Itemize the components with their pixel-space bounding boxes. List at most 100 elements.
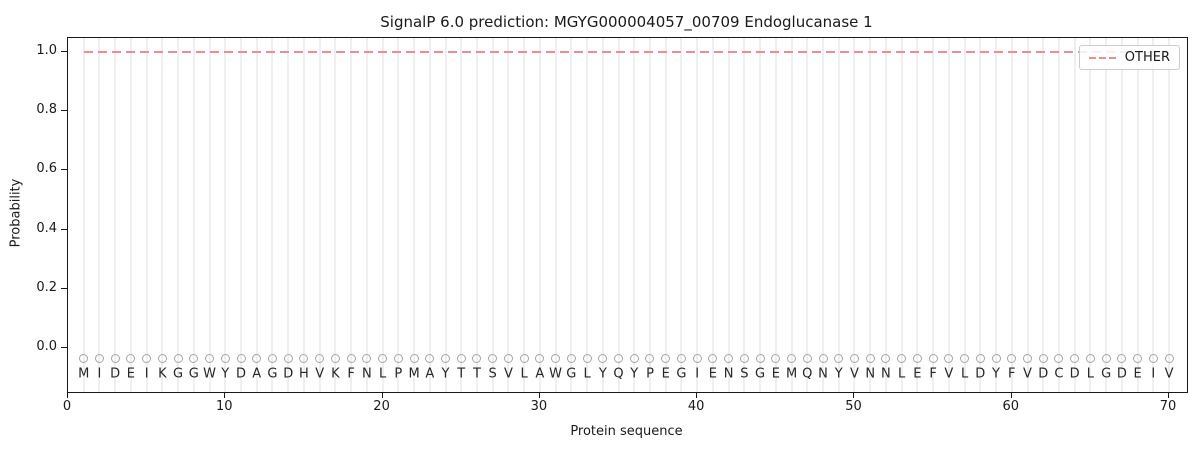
residue-letter: G: [676, 366, 687, 382]
residue-marker-circle: [975, 353, 985, 363]
x-tick-label: 10: [216, 399, 233, 414]
residue-gridline: [822, 38, 825, 392]
residue-letter: M: [78, 366, 90, 382]
x-axis-label: Protein sequence: [570, 424, 683, 439]
residue-gridline: [884, 38, 887, 392]
residue-marker-circle: [157, 353, 167, 363]
residue-letter: D: [283, 366, 294, 382]
residue-letter: G: [566, 366, 577, 382]
residue-marker-circle: [582, 353, 592, 363]
residue-marker-circle: [991, 353, 1001, 363]
residue-marker-circle: [1133, 353, 1143, 363]
residue-letter: V: [503, 366, 513, 382]
plot-title: SignalP 6.0 prediction: MGYG000004057_00…: [380, 13, 873, 31]
residue-gridline: [853, 38, 856, 392]
residue-letter: N: [818, 366, 828, 382]
residue-gridline: [1073, 38, 1076, 392]
residue-marker-circle: [315, 353, 325, 363]
residue-marker-circle: [236, 353, 246, 363]
x-tick-mark: [381, 392, 383, 398]
residue-letter: T: [472, 366, 481, 382]
residue-letter: L: [583, 366, 591, 382]
residue-gridline: [586, 38, 589, 392]
residue-marker-circle: [708, 353, 718, 363]
residue-gridline: [271, 38, 274, 392]
residue-marker-circle: [110, 353, 120, 363]
residue-marker-circle: [409, 353, 419, 363]
residue-gridline: [255, 38, 258, 392]
y-tick-label: 0.6: [36, 161, 57, 177]
residue-marker-circle: [283, 353, 293, 363]
residue-marker-circle: [1070, 353, 1080, 363]
residue-gridline: [114, 38, 117, 392]
y-tick-mark: [61, 110, 67, 112]
y-tick-mark: [61, 228, 67, 230]
residue-marker-circle: [1054, 353, 1064, 363]
residue-gridline: [947, 38, 950, 392]
residue-marker-circle: [362, 353, 372, 363]
residue-marker-circle: [645, 353, 655, 363]
y-tick-label: 0.2: [36, 279, 57, 295]
residue-marker-circle: [1007, 353, 1017, 363]
residue-marker-circle: [142, 353, 152, 363]
residue-letter: N: [865, 366, 876, 382]
residue-letter: Y: [441, 366, 450, 382]
residue-gridline: [523, 38, 526, 392]
residue-gridline: [318, 38, 321, 392]
residue-gridline: [1010, 38, 1013, 392]
residue-gridline: [413, 38, 416, 392]
residue-marker-circle: [928, 353, 938, 363]
residue-marker-circle: [1117, 353, 1127, 363]
residue-letter: M: [408, 366, 420, 382]
residue-gridline: [82, 38, 85, 392]
y-tick-mark: [61, 50, 67, 52]
legend: OTHER: [1078, 45, 1180, 70]
residue-gridline: [979, 38, 982, 392]
residue-gridline: [224, 38, 227, 392]
residue-gridline: [98, 38, 101, 392]
residue-letter: S: [488, 366, 497, 382]
residue-letter: K: [158, 366, 167, 382]
residue-gridline: [554, 38, 557, 392]
residue-marker-circle: [739, 353, 749, 363]
residue-marker-circle: [1101, 353, 1111, 363]
residue-marker-circle: [787, 353, 797, 363]
residue-letter: P: [646, 366, 654, 382]
residue-letter: G: [173, 366, 184, 382]
residue-marker-circle: [1023, 353, 1032, 363]
residue-letter: C: [1054, 366, 1064, 382]
residue-marker-circle: [566, 353, 576, 363]
residue-gridline: [806, 38, 809, 392]
y-tick-mark: [61, 287, 67, 289]
residue-letter: E: [126, 366, 136, 382]
residue-gridline: [507, 38, 510, 392]
residue-gridline: [1026, 38, 1029, 392]
residue-marker-circle: [519, 353, 529, 363]
residue-letter: V: [944, 366, 954, 382]
x-tick-mark: [696, 392, 698, 398]
residue-letter: H: [299, 366, 309, 382]
y-tick-mark: [61, 169, 67, 171]
residue-marker-circle: [629, 353, 639, 363]
residue-marker-circle: [173, 353, 183, 363]
residue-gridline: [916, 38, 919, 392]
residue-letter: W: [549, 366, 563, 382]
residue-marker-circle: [330, 353, 340, 363]
residue-gridline: [428, 38, 431, 392]
residue-letter: W: [203, 366, 216, 382]
residue-gridline: [1120, 38, 1123, 392]
residue-gridline: [1042, 38, 1045, 392]
residue-letter: N: [361, 366, 372, 382]
residue-gridline: [145, 38, 148, 392]
residue-letter: D: [975, 366, 986, 382]
residue-gridline: [475, 38, 478, 392]
residue-gridline: [161, 38, 164, 392]
residue-gridline: [648, 38, 651, 392]
residue-marker-circle: [1164, 353, 1174, 363]
residue-letter: L: [898, 366, 906, 382]
other-probability-line: [83, 50, 1170, 53]
residue-marker-circle: [79, 353, 89, 363]
residue-letter: D: [1116, 366, 1127, 382]
residue-marker-circle: [960, 353, 970, 363]
